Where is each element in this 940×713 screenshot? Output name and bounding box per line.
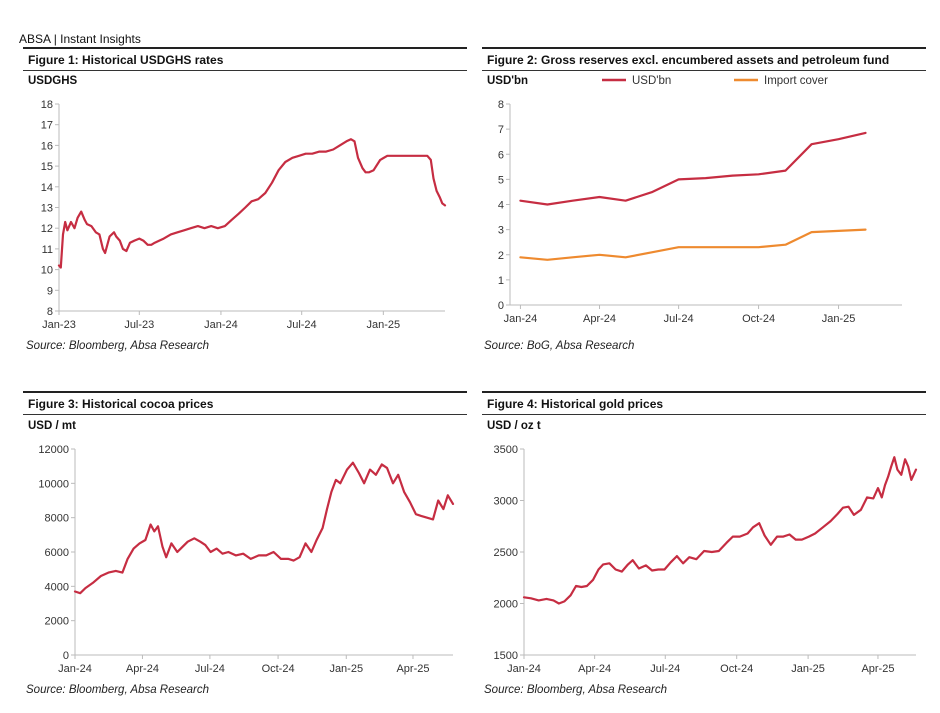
x-tick-label: Jan-25	[329, 663, 363, 675]
y-tick-label: 8	[498, 99, 504, 111]
series-line	[522, 456, 918, 605]
figure-1-title-rule	[23, 70, 467, 71]
figure-4-title-rule	[482, 414, 926, 415]
y-tick-label: 11	[42, 244, 53, 256]
y-tick-label: 12000	[38, 444, 69, 456]
series-line-usd-bn	[519, 131, 867, 206]
y-tick-label: 12	[41, 223, 53, 235]
x-tick-label: Apr-25	[861, 663, 894, 675]
figure-3-title: Figure 3: Historical cocoa prices	[28, 397, 214, 411]
brand-header: ABSA | Instant Insights	[19, 32, 141, 46]
x-tick-label: Jan-25	[822, 313, 856, 325]
figure-4-top-rule	[482, 391, 926, 393]
x-tick-label: Jan-24	[204, 319, 238, 331]
y-unit-label: USD / oz t	[487, 420, 541, 432]
y-unit-label: USD'bn	[487, 75, 528, 87]
y-unit-label: USDGHS	[28, 75, 78, 87]
figure-3-title-rule	[23, 414, 467, 415]
x-tick-label: Jan-24	[507, 663, 541, 675]
x-tick-label: Jul-24	[195, 663, 225, 675]
x-tick-label: Jul-23	[124, 319, 154, 331]
y-tick-label: 1	[498, 275, 504, 287]
y-tick-label: 14	[41, 182, 53, 194]
x-tick-label: Apr-24	[578, 663, 611, 675]
y-tick-label: 7	[498, 124, 504, 136]
y-tick-label: 1500	[494, 650, 518, 662]
figure-2-top-rule	[482, 47, 926, 49]
y-tick-label: 3	[498, 225, 504, 237]
x-tick-label: Oct-24	[720, 663, 753, 675]
figure-1-top-rule	[23, 47, 467, 49]
x-tick-label: Jul-24	[287, 319, 317, 331]
x-tick-label: Jan-24	[58, 663, 92, 675]
x-tick-label: Jul-24	[650, 663, 680, 675]
figure-1-title: Figure 1: Historical USDGHS rates	[28, 53, 224, 67]
figure-2-source: Source: BoG, Absa Research	[484, 340, 635, 352]
y-tick-label: 10	[41, 265, 53, 277]
y-tick-label: 2500	[494, 547, 518, 559]
y-tick-label: 15	[41, 161, 53, 173]
figure-1-panel: Figure 1: Historical USDGHS rates USDGHS…	[23, 47, 467, 339]
x-tick-label: Apr-24	[126, 663, 159, 675]
figure-2-title-rule	[482, 70, 926, 71]
y-tick-label: 4	[498, 200, 504, 212]
figure-4-chart: USD / oz t 1500 2000 2500 3000 3500 Jan-24 Apr-…	[487, 420, 918, 675]
figure-4-title: Figure 4: Historical gold prices	[487, 397, 664, 411]
figure-3-source: Source: Bloomberg, Absa Research	[26, 684, 210, 696]
y-tick-label: 2000	[45, 616, 69, 628]
y-tick-label: 9	[47, 285, 53, 297]
series-line	[57, 138, 447, 269]
y-tick-label: 0	[498, 300, 504, 312]
figure-2-panel: Figure 2: Gross reserves excl. encumbere…	[482, 47, 926, 339]
y-tick-label: 4000	[45, 581, 69, 593]
x-tick-label: Jan-25	[367, 319, 401, 331]
series-line	[73, 461, 455, 595]
series-line-import-cover	[519, 228, 867, 261]
figure-4-panel: Figure 4: Historical gold prices USD / o…	[482, 391, 926, 683]
y-tick-label: 2000	[494, 599, 518, 611]
y-tick-label: 8	[47, 306, 53, 318]
x-tick-label: Jan-23	[42, 319, 76, 331]
figure-3-top-rule	[23, 391, 467, 393]
figure-2-chart: USD'bn 0 1 2 3 4 5 6 7 8 Jan-24 Apr-24 Jul-24 Oct-24 J…	[487, 75, 902, 325]
y-tick-label: 6	[498, 149, 504, 161]
y-tick-label: 10000	[38, 478, 69, 490]
figure-3-chart: USD / mt 0 2000 4000 6000 8000 10000 12000 Jan-2…	[28, 420, 455, 675]
x-tick-label: Oct-24	[742, 313, 775, 325]
x-tick-label: Jan-24	[504, 313, 538, 325]
y-tick-label: 8000	[45, 513, 69, 525]
x-tick-label: Jan-25	[791, 663, 825, 675]
y-tick-label: 16	[41, 140, 53, 152]
y-tick-label: 5	[498, 174, 504, 186]
x-tick-label: Jul-24	[664, 313, 694, 325]
figure-1-chart: USDGHS 8 9 10 11 12 13 14 15 16 17 18 Jan-23 Jul-23 Ja…	[28, 75, 447, 331]
figure-2-title: Figure 2: Gross reserves excl. encumbere…	[487, 53, 890, 67]
y-tick-label: 3500	[494, 444, 518, 456]
x-tick-label: Oct-24	[262, 663, 295, 675]
figure-1-source: Source: Bloomberg, Absa Research	[26, 340, 210, 352]
y-tick-label: 18	[41, 99, 53, 111]
y-unit-label: USD / mt	[28, 420, 76, 432]
y-tick-label: 6000	[45, 547, 69, 559]
y-tick-label: 17	[41, 120, 53, 132]
y-tick-label: 0	[63, 650, 69, 662]
legend-label: Import cover	[764, 75, 828, 87]
y-tick-label: 2	[498, 250, 504, 262]
legend-label: USD'bn	[632, 75, 671, 87]
x-tick-label: Apr-25	[396, 663, 429, 675]
y-tick-label: 13	[41, 203, 53, 215]
y-tick-label: 3000	[494, 496, 518, 508]
figure-4-source: Source: Bloomberg, Absa Research	[484, 684, 668, 696]
x-tick-label: Apr-24	[583, 313, 616, 325]
figure-3-panel: Figure 3: Historical cocoa prices USD / …	[23, 391, 467, 683]
